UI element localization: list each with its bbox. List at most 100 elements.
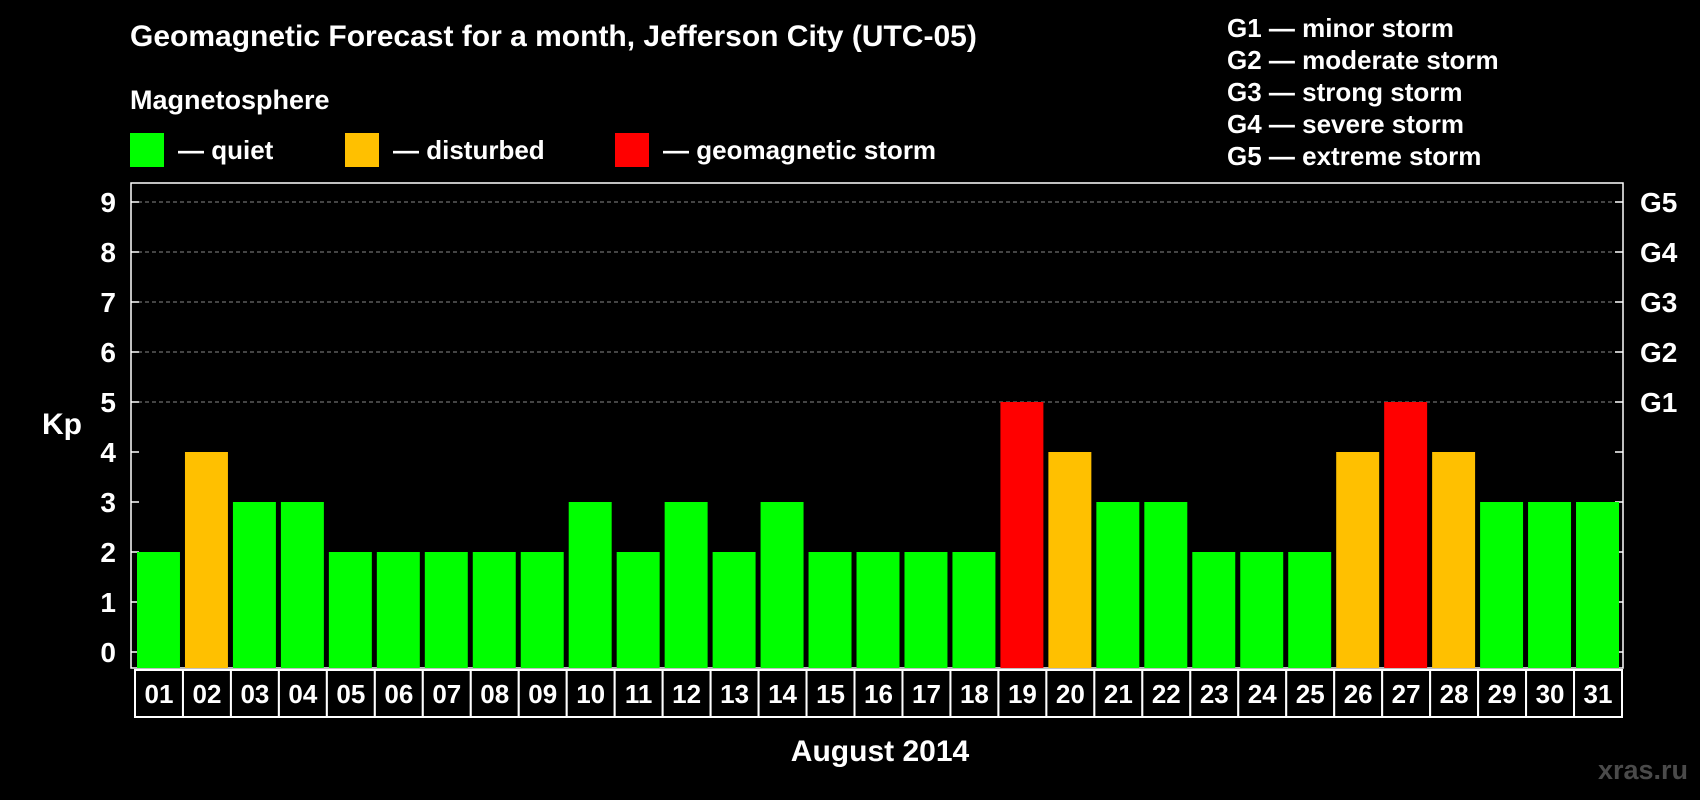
y-tick-label-2: 2 — [100, 537, 116, 568]
g-scale-label-g3: G3 — [1640, 287, 1677, 318]
storm-level-g3: G3 — strong storm — [1227, 77, 1463, 107]
date-cell-29 — [1477, 669, 1528, 718]
storm-level-g4: G4 — severe storm — [1227, 109, 1465, 139]
date-cell-23 — [1189, 669, 1240, 718]
legend-swatch-quiet — [130, 133, 164, 167]
storm-level-g1: G1 — minor storm — [1227, 13, 1454, 43]
g-scale-label-g5: G5 — [1640, 187, 1677, 218]
legend-label-quiet: — quiet — [178, 134, 274, 165]
date-cell-30 — [1525, 669, 1576, 718]
bar-day-03 — [232, 502, 276, 668]
date-cell-10 — [565, 669, 616, 718]
date-cell-09 — [517, 669, 568, 718]
x-tick-label-13: 13 — [720, 679, 749, 709]
x-tick-label-06: 06 — [384, 679, 413, 709]
date-cell-04 — [277, 669, 328, 718]
bar-day-25 — [1288, 552, 1332, 668]
date-cell-12 — [661, 669, 712, 718]
x-tick-label-07: 07 — [432, 679, 461, 709]
legend-item-storm: — geomagnetic storm — [615, 133, 936, 167]
x-tick-label-10: 10 — [576, 679, 605, 709]
x-tick-label-23: 23 — [1200, 679, 1229, 709]
legend-swatch-storm — [615, 133, 649, 167]
bar-day-09 — [520, 552, 564, 668]
date-cell-08 — [469, 669, 520, 718]
y-tick-label-7: 7 — [100, 287, 116, 318]
bar-day-21 — [1096, 502, 1140, 668]
x-axis-label: August 2014 — [790, 735, 970, 768]
y-tick-label-8: 8 — [100, 237, 116, 268]
x-tick-label-30: 30 — [1536, 679, 1565, 709]
date-cell-27 — [1381, 669, 1432, 718]
x-tick-label-09: 09 — [528, 679, 557, 709]
y-tick-label-6: 6 — [100, 337, 116, 368]
date-cell-07 — [421, 669, 472, 718]
bar-day-23 — [1192, 552, 1236, 668]
date-cell-17 — [901, 669, 952, 718]
bar-day-07 — [424, 552, 468, 668]
bar-day-18 — [952, 552, 996, 668]
y-tick-label-9: 9 — [100, 187, 116, 218]
x-tick-label-29: 29 — [1488, 679, 1517, 709]
x-tick-label-15: 15 — [816, 679, 845, 709]
x-tick-label-19: 19 — [1008, 679, 1037, 709]
x-tick-label-11: 11 — [625, 679, 653, 709]
storm-level-g5: G5 — extreme storm — [1227, 141, 1482, 171]
date-cell-11 — [613, 669, 664, 718]
legend-label-disturbed: — disturbed — [393, 134, 545, 165]
x-tick-label-27: 27 — [1392, 679, 1421, 709]
x-tick-label-01: 01 — [145, 679, 174, 709]
bar-day-05 — [328, 552, 372, 668]
x-tick-label-28: 28 — [1440, 679, 1469, 709]
date-cell-01 — [134, 669, 184, 718]
date-cell-25 — [1285, 669, 1336, 718]
x-tick-label-08: 08 — [480, 679, 509, 709]
bar-day-17 — [904, 552, 948, 668]
bar-day-19 — [1000, 402, 1044, 668]
bar-day-11 — [616, 552, 660, 668]
bar-day-26 — [1336, 452, 1380, 668]
bar-day-10 — [568, 502, 612, 668]
g-scale-label-g4: G4 — [1640, 237, 1678, 268]
x-tick-label-20: 20 — [1056, 679, 1085, 709]
y-tick-label-4: 4 — [100, 437, 116, 468]
date-cell-19 — [997, 669, 1048, 718]
date-cell-31 — [1573, 669, 1623, 718]
bar-day-16 — [856, 552, 900, 668]
bar-day-06 — [376, 552, 420, 668]
bar-day-27 — [1384, 402, 1428, 668]
date-cell-02 — [181, 669, 232, 718]
x-axis-label-wrap: August 2014 — [0, 735, 1700, 769]
x-tick-label-22: 22 — [1152, 679, 1181, 709]
x-tick-label-25: 25 — [1296, 679, 1325, 709]
legend-item-quiet: — quiet — [130, 133, 273, 167]
x-tick-label-02: 02 — [192, 679, 221, 709]
bar-day-30 — [1528, 502, 1572, 668]
legend-label-storm: — geomagnetic storm — [663, 134, 937, 165]
magnetosphere-legend-title: Magnetosphere — [130, 85, 330, 115]
x-tick-label-18: 18 — [960, 679, 989, 709]
date-cell-03 — [229, 669, 280, 718]
date-cell-16 — [853, 669, 904, 718]
x-tick-label-31: 31 — [1584, 679, 1613, 709]
bar-day-08 — [472, 552, 516, 668]
storm-level-legend: G1 — minor storm G2 — moderate storm G3 … — [1227, 12, 1499, 172]
bar-day-02 — [184, 452, 228, 668]
x-tick-label-24: 24 — [1248, 679, 1277, 709]
bar-day-20 — [1048, 452, 1092, 668]
bar-day-12 — [664, 502, 708, 668]
y-axis-label: Kp — [42, 408, 82, 441]
x-tick-label-03: 03 — [240, 679, 269, 709]
date-cell-21 — [1093, 669, 1144, 718]
g-scale-label-g2: G2 — [1640, 337, 1677, 368]
bar-day-22 — [1144, 502, 1188, 668]
x-tick-label-26: 26 — [1344, 679, 1373, 709]
g-scale-label-g1: G1 — [1640, 387, 1677, 418]
chart-title: Geomagnetic Forecast for a month, Jeffer… — [130, 20, 977, 53]
x-tick-label-12: 12 — [672, 679, 701, 709]
watermark: xras.ru — [1597, 755, 1688, 785]
x-tick-label-04: 04 — [288, 679, 317, 709]
x-tick-label-14: 14 — [768, 679, 797, 709]
bar-day-01 — [137, 552, 180, 668]
